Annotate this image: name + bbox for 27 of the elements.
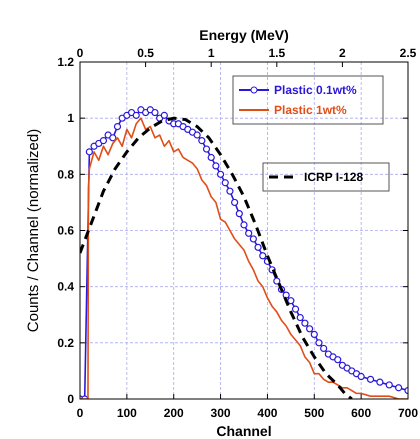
y-axis-title: Counts / Channel (normalized) [25,128,42,332]
x-tick-label: 700 [398,406,418,420]
legend-label: Plastic 1wt% [274,103,348,117]
x2-tick-label: 1 [208,46,215,60]
y-tick-label: 0.2 [57,336,74,350]
x-tick-label: 500 [304,406,325,420]
y-tick-label: 0 [67,392,74,406]
y-tick-label: 0.8 [57,167,74,182]
x2-tick-label: 2 [339,46,346,60]
x2-tick-label: 0 [76,46,84,60]
x-tick-label: 300 [210,406,231,420]
x-tick-label: 200 [164,406,184,420]
x2-tick-label: 1.5 [268,46,286,60]
x-tick-label: 600 [351,406,372,420]
x-axis-title: Channel [216,423,272,439]
legend-label: ICRP I-128 [304,170,364,184]
y-tick-label: 0.4 [57,280,74,294]
y-tick-label: 1.2 [57,55,74,69]
legend-label: Plastic 0.1wt% [274,83,358,97]
x-tick-label: 100 [116,406,138,420]
x2-tick-label: 2.5 [400,46,417,60]
x2-axis-title: Energy (MeV) [199,27,289,43]
x2-tick-label: 0.5 [137,46,154,60]
y-tick-label: 1 [67,111,74,126]
y-tick-label: 0.6 [57,224,74,238]
x-tick-label: 0 [76,406,84,420]
x-tick-label: 400 [257,406,278,420]
